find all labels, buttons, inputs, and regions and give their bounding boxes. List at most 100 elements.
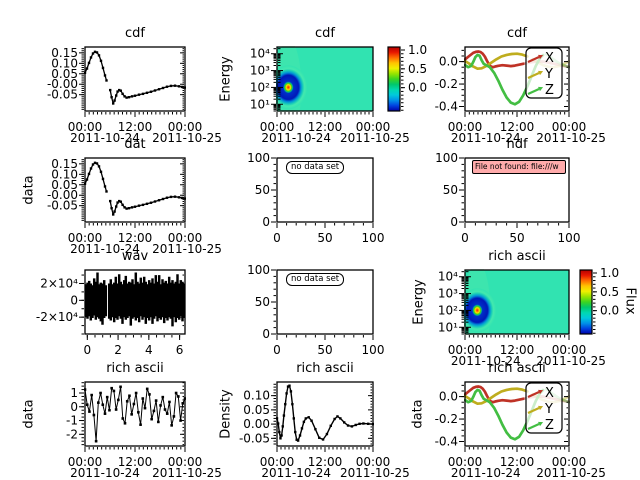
svg-text:Z: Z (545, 418, 554, 433)
plot-r2c3: 100 50 00 50 100 (435, 151, 580, 245)
svg-text:0: 0 (83, 343, 91, 357)
svg-text:0: 0 (461, 231, 469, 245)
svg-text:50: 50 (509, 231, 524, 245)
svg-text:00:00: 00:00 (356, 120, 391, 134)
svg-text:100: 100 (435, 151, 458, 165)
svg-text:12:00: 12:00 (118, 231, 153, 245)
svg-text:-0.05: -0.05 (47, 199, 78, 213)
svg-text:2011-10-24: 2011-10-24 (70, 131, 140, 145)
svg-text:100: 100 (247, 263, 270, 277)
svg-text:00:00: 00:00 (356, 455, 391, 469)
svg-text:-0.4: -0.4 (435, 100, 458, 114)
svg-text:Z: Z (545, 83, 554, 98)
svg-text:0.15: 0.15 (51, 46, 78, 60)
svg-text:10²: 10² (250, 80, 270, 94)
svg-text:00:00: 00:00 (552, 343, 587, 357)
plot-r2c2: 100 50 00 50 100 (247, 151, 384, 245)
svg-text:0.0: 0.0 (439, 55, 458, 69)
svg-text:50: 50 (255, 295, 270, 309)
svg-text:00:00: 00:00 (168, 231, 203, 245)
svg-text:2×10⁴: 2×10⁴ (40, 276, 78, 290)
svg-text:0.05: 0.05 (243, 403, 270, 417)
svg-text:0.10: 0.10 (51, 167, 78, 181)
svg-text:2011-10-25: 2011-10-25 (536, 131, 606, 145)
svg-text:0: 0 (70, 400, 78, 414)
plot-r3c1: 2×10⁴ 0 -2×10⁴ 0 2 4 6 (36, 269, 186, 357)
svg-text:12:00: 12:00 (500, 343, 535, 357)
svg-text:12:00: 12:00 (500, 455, 535, 469)
svg-text:2011-10-24: 2011-10-24 (451, 466, 521, 480)
svg-text:00:00: 00:00 (448, 455, 483, 469)
svg-text:0.15: 0.15 (51, 157, 78, 171)
svg-text:12:00: 12:00 (308, 455, 343, 469)
svg-text:2011-10-25: 2011-10-25 (152, 242, 222, 256)
svg-text:2011-10-25: 2011-10-25 (152, 131, 222, 145)
svg-text:0.00: 0.00 (243, 417, 270, 431)
svg-text:00:00: 00:00 (260, 120, 295, 134)
svg-text:50: 50 (317, 343, 332, 357)
svg-text:0: 0 (273, 343, 281, 357)
svg-text:00:00: 00:00 (68, 120, 103, 134)
svg-text:00:00: 00:00 (448, 120, 483, 134)
svg-text:10³: 10³ (438, 287, 458, 301)
svg-text:10³: 10³ (250, 64, 270, 78)
svg-text:0: 0 (273, 231, 281, 245)
svg-text:-0.4: -0.4 (435, 435, 458, 449)
svg-text:2011-10-24: 2011-10-24 (451, 354, 521, 368)
svg-text:2011-10-24: 2011-10-24 (70, 466, 140, 480)
svg-text:-2: -2 (66, 427, 78, 441)
svg-text:2011-10-25: 2011-10-25 (536, 354, 606, 368)
svg-text:2011-10-25: 2011-10-25 (536, 466, 606, 480)
svg-text:00:00: 00:00 (68, 231, 103, 245)
svg-text:1.0: 1.0 (408, 43, 427, 57)
svg-text:100: 100 (558, 231, 581, 245)
svg-text:10⁴: 10⁴ (438, 270, 458, 284)
svg-text:2011-10-24: 2011-10-24 (70, 242, 140, 256)
svg-text:X: X (545, 51, 554, 66)
svg-text:50: 50 (255, 183, 270, 197)
svg-text:0.10: 0.10 (51, 56, 78, 70)
svg-text:0.10: 0.10 (243, 389, 270, 403)
svg-text:2011-10-24: 2011-10-24 (261, 466, 331, 480)
svg-text:0: 0 (262, 215, 270, 229)
svg-text:-1: -1 (66, 414, 78, 428)
svg-text:100: 100 (362, 343, 385, 357)
svg-text:00:00: 00:00 (552, 455, 587, 469)
svg-text:12:00: 12:00 (118, 455, 153, 469)
svg-text:-0.00: -0.00 (47, 77, 78, 91)
svg-text:0: 0 (450, 215, 458, 229)
svg-text:Y: Y (544, 402, 553, 417)
svg-text:00:00: 00:00 (68, 455, 103, 469)
svg-text:0: 0 (262, 327, 270, 341)
svg-text:2011-10-25: 2011-10-25 (152, 466, 222, 480)
svg-text:1.0: 1.0 (600, 266, 619, 280)
svg-text:10¹: 10¹ (250, 97, 270, 111)
svg-text:6: 6 (176, 343, 184, 357)
svg-text:50: 50 (443, 183, 458, 197)
svg-text:00:00: 00:00 (448, 343, 483, 357)
svg-text:4: 4 (145, 343, 153, 357)
svg-text:2011-10-24: 2011-10-24 (451, 131, 521, 145)
svg-text:100: 100 (247, 151, 270, 165)
svg-text:0.0: 0.0 (439, 390, 458, 404)
svg-text:00:00: 00:00 (260, 455, 295, 469)
svg-text:-0.05: -0.05 (239, 431, 270, 445)
svg-text:2011-10-24: 2011-10-24 (261, 131, 331, 145)
svg-text:Y: Y (544, 67, 553, 82)
svg-text:00:00: 00:00 (168, 455, 203, 469)
svg-text:-2×10⁴: -2×10⁴ (36, 310, 78, 324)
svg-text:12:00: 12:00 (500, 120, 535, 134)
svg-text:0.0: 0.0 (408, 81, 427, 95)
svg-text:0.5: 0.5 (600, 285, 619, 299)
svg-text:0.0: 0.0 (600, 304, 619, 318)
svg-text:0.05: 0.05 (51, 178, 78, 192)
svg-text:00:00: 00:00 (168, 120, 203, 134)
svg-text:2: 2 (114, 343, 122, 357)
